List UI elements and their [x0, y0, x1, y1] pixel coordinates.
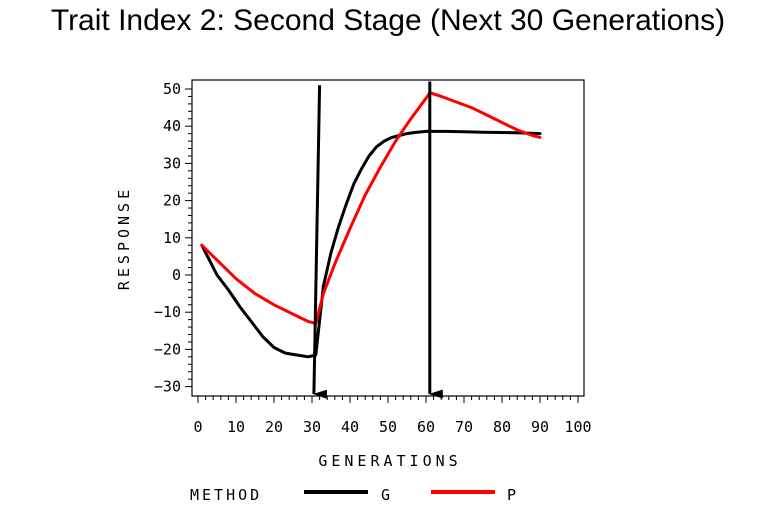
x-tick-label: 100 — [564, 418, 591, 436]
x-tick-label: 50 — [379, 418, 397, 436]
annotation-arrow-1 — [312, 85, 327, 399]
plot-frame — [191, 79, 585, 397]
legend-label-g: G — [381, 486, 393, 504]
y-tick-label: 50 — [163, 80, 181, 98]
annotation-layer — [312, 81, 443, 399]
x-tick-label: 10 — [227, 418, 245, 436]
x-tick-label: 30 — [303, 418, 321, 436]
legend-label-p: P — [507, 486, 519, 504]
y-tick-label: −20 — [154, 340, 181, 358]
x-tick-label: 40 — [341, 418, 359, 436]
y-tick-label: −10 — [154, 303, 181, 321]
legend: METHOD G P — [190, 486, 519, 504]
legend-title: METHOD — [190, 486, 262, 504]
y-axis-ticks: −30 −20 −10 0 10 20 30 40 50 — [154, 80, 192, 396]
series-line-g — [200, 129, 542, 359]
series-layer — [200, 91, 542, 359]
x-tick-label: 0 — [193, 418, 202, 436]
y-tick-label: 40 — [163, 117, 181, 135]
y-axis-label: RESPONSE — [115, 186, 133, 290]
series-line-p — [200, 91, 542, 325]
y-tick-label: 0 — [172, 266, 181, 284]
y-tick-label: 30 — [163, 154, 181, 172]
x-axis-label: GENERATIONS — [318, 452, 461, 470]
chart-title: Trait Index 2: Second Stage (Next 30 Gen… — [50, 4, 726, 37]
x-tick-label: 80 — [493, 418, 511, 436]
x-tick-label: 60 — [417, 418, 435, 436]
y-tick-label: 10 — [163, 229, 181, 247]
x-tick-label: 20 — [265, 418, 283, 436]
y-tick-label: 20 — [163, 192, 181, 210]
y-tick-label: −30 — [154, 378, 181, 396]
x-axis-ticks: 0 10 20 30 40 50 60 70 80 90 100 — [193, 396, 592, 436]
x-tick-label: 90 — [531, 418, 549, 436]
x-tick-label: 70 — [455, 418, 473, 436]
